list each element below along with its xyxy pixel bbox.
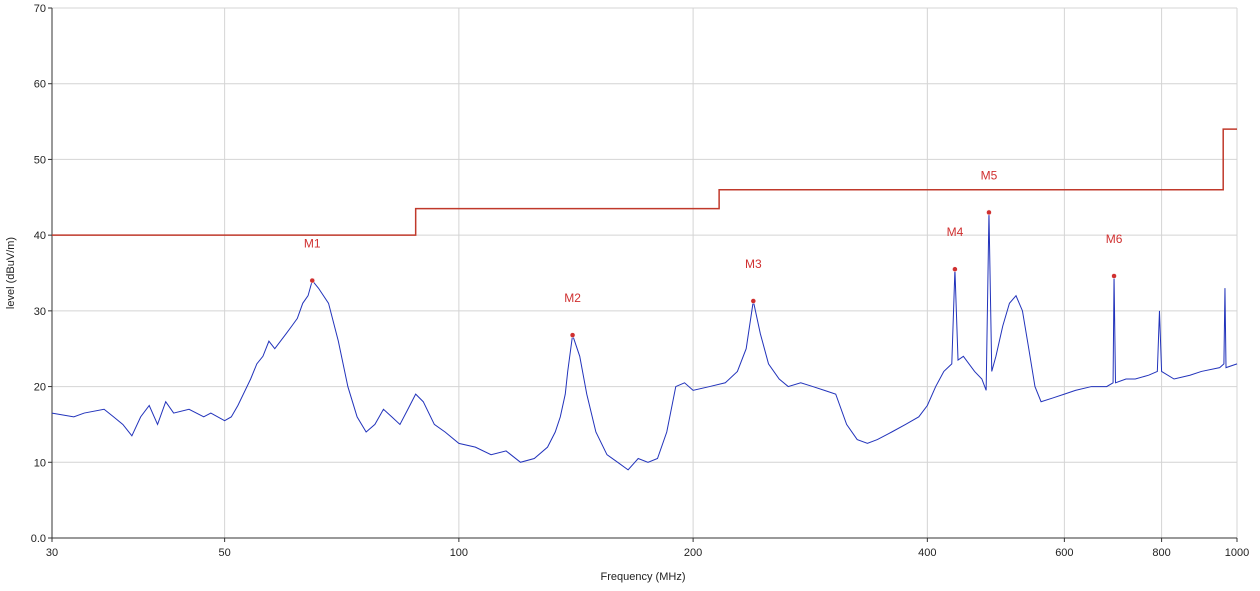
x-tick-label: 1000 (1225, 547, 1249, 559)
x-tick-label: 50 (219, 547, 231, 559)
marker-point (569, 332, 576, 338)
marker-point (750, 298, 757, 304)
y-tick-label: 50 (34, 154, 46, 166)
marker-point (1111, 273, 1117, 279)
limit-line (52, 128, 1237, 236)
y-axis-label: level (dBuV/m) (5, 237, 17, 309)
marker-label: M5 (981, 168, 998, 182)
marker-label: M3 (745, 257, 762, 271)
y-tick-label: 40 (34, 230, 46, 242)
x-tick-label: 100 (450, 547, 468, 559)
marker-label: M4 (947, 225, 964, 239)
x-tick-label: 800 (1152, 547, 1170, 559)
marker-label: M6 (1106, 232, 1123, 246)
marker-point (986, 209, 992, 216)
x-tick-label: 30 (46, 547, 58, 559)
y-tick-label: 30 (34, 306, 46, 318)
marker-point (952, 266, 958, 272)
x-tick-label: 200 (684, 547, 702, 559)
marker-label: M1 (304, 237, 321, 251)
y-tick-label: 20 (34, 382, 46, 394)
y-tick-label: 70 (34, 3, 46, 15)
y-tick-label: 0.0 (31, 533, 46, 545)
marker-label: M2 (564, 291, 581, 305)
y-tick-label: 60 (34, 79, 46, 91)
marker-point (309, 277, 315, 284)
trace (51, 212, 1238, 471)
x-tick-label: 400 (918, 547, 936, 559)
x-tick-label: 600 (1055, 547, 1073, 559)
x-axis-label: Frequency (MHz) (601, 571, 686, 583)
y-tick-label: 10 (34, 457, 46, 469)
